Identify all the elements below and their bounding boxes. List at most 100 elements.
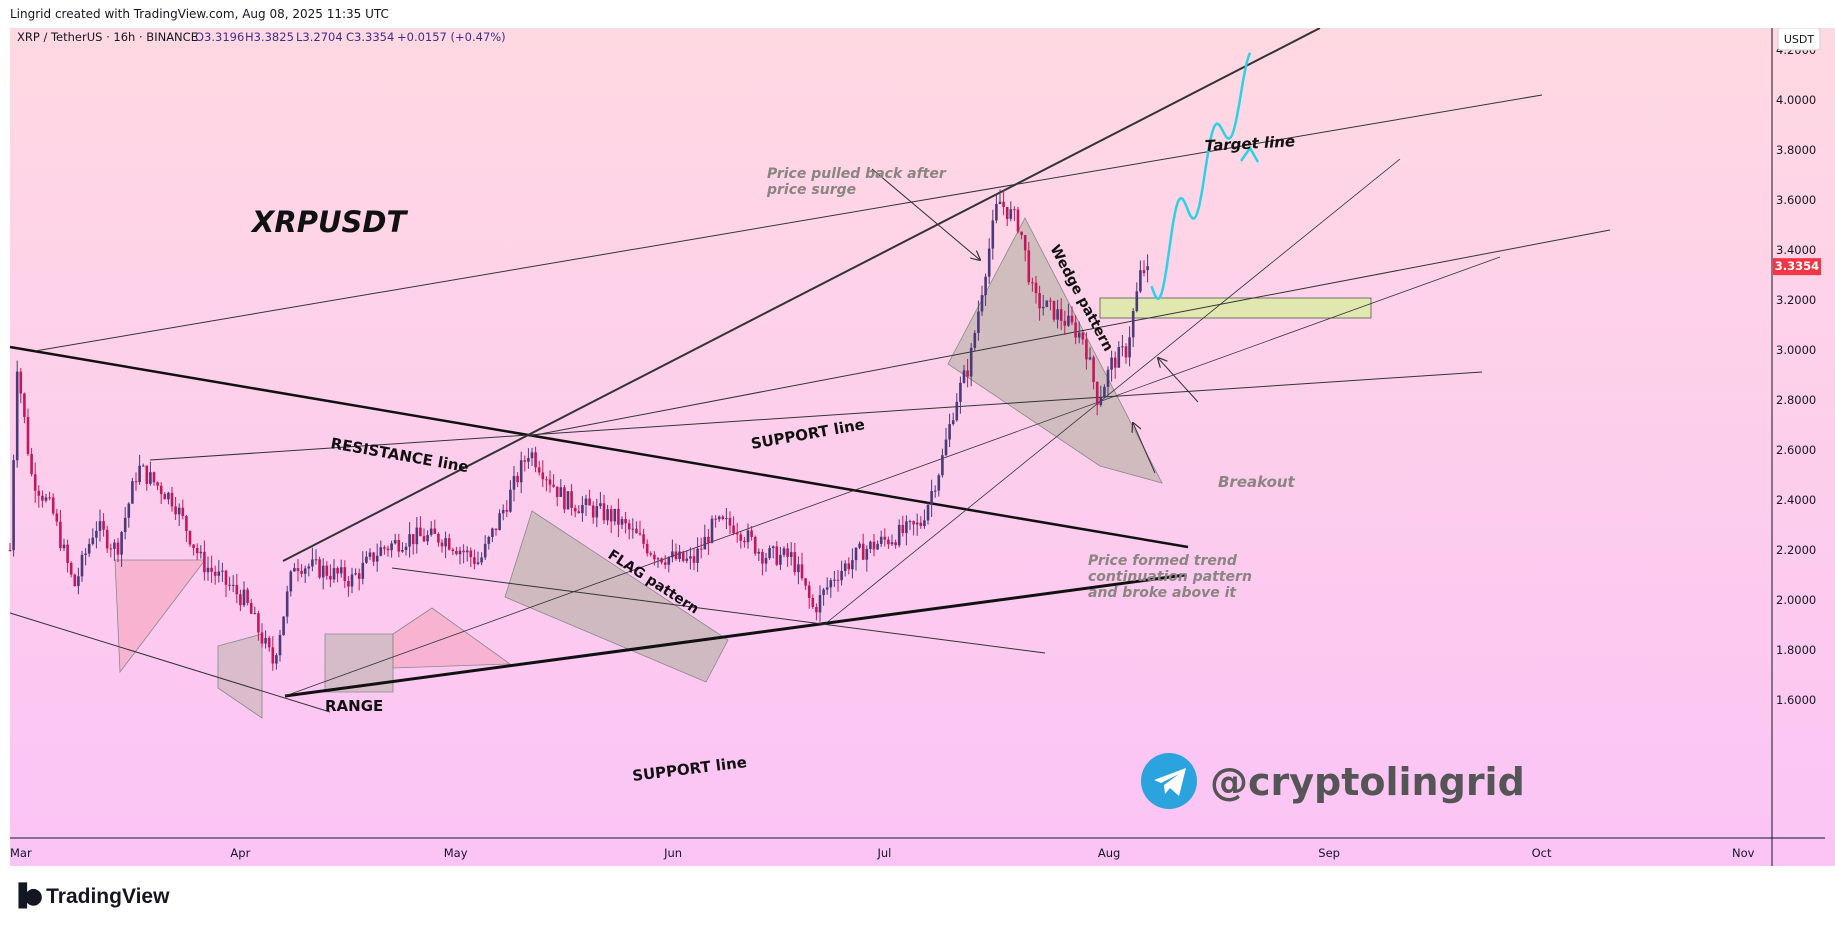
candle-body[interactable]	[246, 589, 249, 603]
candle-body[interactable]	[818, 595, 822, 613]
candle-body[interactable]	[1031, 282, 1034, 284]
candle-body[interactable]	[116, 542, 120, 555]
candle-body[interactable]	[141, 465, 145, 467]
candle-body[interactable]	[105, 529, 109, 549]
resistance-line[interactable]	[9, 345, 1189, 549]
candle-body[interactable]	[37, 490, 41, 496]
candle-body[interactable]	[1103, 386, 1106, 398]
candle-body[interactable]	[541, 472, 545, 480]
candle-body[interactable]	[714, 518, 717, 520]
candle-body[interactable]	[249, 602, 253, 614]
candle-body[interactable]	[1023, 235, 1027, 251]
candle-body[interactable]	[757, 551, 761, 554]
candle-body[interactable]	[365, 556, 368, 563]
candle-body[interactable]	[1092, 357, 1095, 382]
candle-body[interactable]	[404, 546, 408, 550]
candle-body[interactable]	[944, 439, 948, 456]
candle-body[interactable]	[998, 201, 1002, 204]
candle-body[interactable]	[627, 523, 631, 530]
candle-body[interactable]	[836, 579, 840, 581]
top-trend-line[interactable]	[34, 94, 1543, 352]
candle-body[interactable]	[433, 528, 437, 534]
candle-body[interactable]	[465, 550, 469, 553]
candle-body[interactable]	[51, 497, 55, 514]
candle-body[interactable]	[599, 503, 602, 507]
candle-body[interactable]	[1124, 346, 1128, 358]
candle-body[interactable]	[390, 543, 393, 551]
candle-body[interactable]	[735, 533, 739, 535]
candle-body[interactable]	[519, 460, 523, 483]
candle-body[interactable]	[145, 465, 149, 484]
candle-body[interactable]	[804, 578, 807, 586]
candle-body[interactable]	[638, 533, 642, 535]
candle-body[interactable]	[221, 570, 224, 572]
candle-body[interactable]	[948, 424, 951, 440]
candle-body[interactable]	[289, 571, 293, 592]
candle-body[interactable]	[897, 524, 901, 546]
candle-body[interactable]	[746, 530, 750, 543]
candle-body[interactable]	[649, 553, 653, 555]
candle-body[interactable]	[275, 655, 278, 664]
candle-body[interactable]	[455, 551, 458, 555]
candle-body[interactable]	[933, 490, 937, 492]
candle-body[interactable]	[689, 556, 692, 559]
candle-body[interactable]	[555, 486, 559, 497]
candle-body[interactable]	[1074, 322, 1077, 338]
candle-body[interactable]	[15, 371, 19, 461]
candle-body[interactable]	[858, 543, 861, 548]
candle-body[interactable]	[1027, 250, 1031, 283]
candle-body[interactable]	[444, 538, 447, 547]
candle-body[interactable]	[782, 548, 786, 555]
candle-body[interactable]	[307, 566, 311, 569]
candle-body[interactable]	[437, 533, 440, 543]
candle-body[interactable]	[282, 616, 285, 636]
candle-body[interactable]	[854, 547, 858, 561]
candle-body[interactable]	[357, 573, 361, 579]
diagonal-line-2[interactable]	[824, 158, 1401, 625]
candle-body[interactable]	[534, 452, 537, 468]
candle-body[interactable]	[203, 551, 206, 573]
candle-body[interactable]	[458, 550, 462, 555]
candle-body[interactable]	[548, 479, 552, 485]
candle-body[interactable]	[912, 521, 915, 525]
candle-body[interactable]	[915, 522, 919, 525]
candle-body[interactable]	[296, 568, 300, 571]
candle-body[interactable]	[127, 503, 131, 518]
candle-body[interactable]	[134, 481, 138, 483]
candle-body[interactable]	[267, 637, 271, 648]
candle-body[interactable]	[498, 513, 501, 531]
candle-body[interactable]	[1020, 231, 1023, 236]
candle-body[interactable]	[1056, 309, 1059, 320]
candle-body[interactable]	[1131, 311, 1135, 338]
candle-body[interactable]	[501, 509, 505, 514]
candle-body[interactable]	[192, 544, 195, 549]
candle-body[interactable]	[890, 542, 894, 545]
candle-body[interactable]	[375, 555, 379, 562]
candle-body[interactable]	[231, 584, 235, 586]
candle-body[interactable]	[635, 528, 638, 534]
candle-body[interactable]	[923, 520, 926, 526]
candle-body[interactable]	[447, 538, 451, 550]
candle-body[interactable]	[750, 530, 753, 537]
candle-body[interactable]	[174, 506, 177, 515]
candle-body[interactable]	[48, 497, 51, 499]
candle-body[interactable]	[123, 517, 127, 533]
candle-body[interactable]	[606, 509, 609, 521]
candle-body[interactable]	[59, 521, 62, 549]
candle-body[interactable]	[584, 498, 588, 505]
candle-body[interactable]	[1146, 266, 1149, 271]
candle-body[interactable]	[242, 589, 246, 606]
candle-body[interactable]	[861, 543, 865, 560]
candle-body[interactable]	[1106, 369, 1110, 387]
candle-body[interactable]	[102, 521, 105, 530]
candle-body[interactable]	[239, 594, 242, 606]
support-line-upper[interactable]	[529, 229, 1611, 437]
candle-body[interactable]	[609, 509, 613, 522]
candle-body[interactable]	[516, 475, 519, 483]
candle-body[interactable]	[167, 492, 170, 500]
tradingview-logo[interactable]: ▐● TradingView	[10, 884, 169, 909]
candle-body[interactable]	[73, 574, 77, 587]
candle-body[interactable]	[995, 203, 998, 221]
candle-body[interactable]	[1059, 309, 1063, 321]
candle-body[interactable]	[343, 567, 347, 582]
